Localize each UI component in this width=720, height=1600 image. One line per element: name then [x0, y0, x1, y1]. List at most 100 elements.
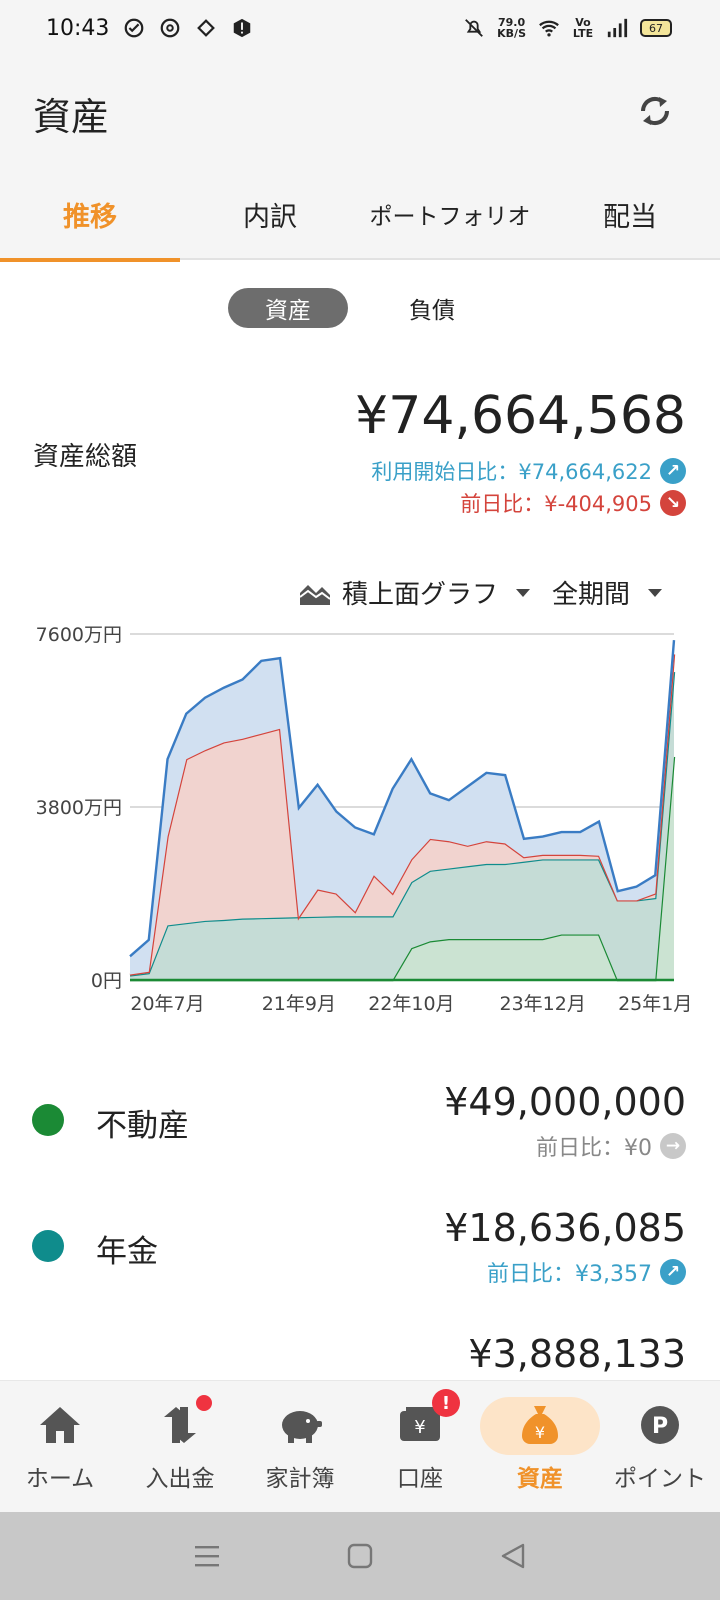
piggy-bank-icon: [270, 1401, 330, 1449]
tab-dividend-label: 配当: [603, 201, 657, 233]
tab-bar: 推移 内訳 ポートフォリオ 配当: [0, 168, 720, 262]
wifi-icon: [539, 20, 559, 37]
arrow-right-icon: →: [660, 1133, 686, 1159]
tab-breakdown[interactable]: 内訳: [180, 168, 360, 260]
point-icon: P: [630, 1401, 690, 1449]
series-line-3: [129, 640, 676, 958]
alert-badge: !: [432, 1389, 460, 1417]
x-tick-label: 23年12月: [500, 993, 586, 1015]
x-tick-label: 25年1月: [618, 993, 692, 1015]
alert-icon: [234, 18, 251, 38]
nav-points-label: ポイント: [614, 1466, 706, 1492]
asset-row-real-estate[interactable]: 不動産 ¥49,000,000 前日比：¥0 →: [0, 1080, 720, 1190]
status-time: 10:43: [46, 15, 110, 41]
area-chart-icon: [299, 584, 331, 605]
menu-icon[interactable]: [193, 1543, 221, 1569]
segment-assets[interactable]: 資産: [228, 288, 348, 328]
x-tick-label: 22年10月: [368, 993, 454, 1015]
net-speed-value: 79.0: [498, 16, 526, 29]
nav-home-label: ホーム: [25, 1466, 95, 1492]
y-tick-label: 7600万円: [36, 624, 122, 646]
home-square-icon[interactable]: [346, 1542, 374, 1570]
nav-accounts-label: 口座: [397, 1466, 443, 1492]
tab-breakdown-label: 内訳: [243, 201, 297, 233]
signal-icon: [607, 18, 628, 38]
nav-budget[interactable]: 家計簿: [240, 1381, 360, 1513]
legend-dot: [32, 1230, 64, 1262]
svg-text:¥: ¥: [535, 1423, 545, 1442]
graph-type-dropdown[interactable]: 積上面グラフ: [298, 574, 530, 611]
since-start-change: 利用開始日比：¥74,664,622 ↗: [371, 456, 686, 486]
nav-budget-label: 家計簿: [265, 1466, 335, 1492]
battery-icon: 67: [640, 19, 672, 37]
nav-transfers-label: 入出金: [145, 1466, 215, 1492]
tab-portfolio[interactable]: ポートフォリオ: [360, 168, 540, 260]
area-series-3: [130, 640, 674, 975]
asset-stacked-area-chart: 7600万円 3800万円 0円 20年7月 21年9月 22年10月 23年12月 25年1…: [36, 624, 693, 1015]
asset-row-partial[interactable]: ¥3,888,133: [0, 1332, 720, 1380]
segment-liabilities[interactable]: 負債: [409, 298, 455, 324]
asset-value: ¥49,000,000: [444, 1080, 686, 1124]
tab-dividend[interactable]: 配当: [540, 168, 720, 260]
refresh-button[interactable]: [626, 82, 684, 140]
chevron-down-icon: [648, 588, 662, 597]
asset-row-pension[interactable]: 年金 ¥18,636,085 前日比：¥3,357 ↗: [0, 1206, 720, 1316]
volte-indicator: Vo LTE: [572, 16, 594, 40]
since-start-text: 利用開始日比：¥74,664,622: [371, 460, 652, 484]
asset-name: 不動産: [96, 1108, 189, 1144]
back-icon[interactable]: [499, 1542, 527, 1570]
y-tick-label: 3800万円: [36, 797, 122, 819]
page-title: 資産: [33, 95, 110, 139]
transfer-icon: [150, 1395, 212, 1449]
x-tick-label: 21年9月: [262, 993, 336, 1015]
tab-portfolio-label: ポートフォリオ: [369, 204, 531, 230]
asset-change-text: 前日比：¥0: [536, 1136, 652, 1161]
legend-dot: [32, 1104, 64, 1136]
nav-assets[interactable]: ¥ 資産: [480, 1381, 600, 1513]
chart-controls: 積上面グラフ 全期間: [298, 574, 662, 611]
nav-accounts[interactable]: ¥ ! 口座: [360, 1381, 480, 1513]
asset-change-text: 前日比：¥3,357: [487, 1262, 652, 1287]
threads-icon: [161, 18, 180, 38]
graph-type-label: 積上面グラフ: [341, 580, 498, 610]
app-bar: 資産: [0, 56, 720, 168]
tab-trend-label: 推移: [63, 201, 117, 233]
home-icon: [30, 1401, 90, 1449]
status-bar: 10:43 79.0 KB/S Vo LTE 67: [0, 0, 720, 56]
svg-text:¥: ¥: [414, 1417, 425, 1438]
app-notification-icon: [197, 19, 216, 37]
period-label: 全期間: [551, 580, 630, 610]
money-bag-icon: ¥: [510, 1401, 570, 1449]
area-series-1: [130, 672, 674, 980]
asset-change: 前日比：¥0 →: [536, 1130, 686, 1162]
tab-trend[interactable]: 推移: [0, 168, 180, 262]
nav-assets-label: 資産: [517, 1466, 563, 1492]
arrow-down-right-icon: ↘: [660, 490, 686, 516]
asset-value: ¥18,636,085: [444, 1206, 686, 1250]
check-circle-icon: [125, 18, 144, 38]
notification-dot: [196, 1395, 212, 1411]
prev-day-change: 前日比：¥-404,905 ↘: [460, 488, 686, 518]
asset-liability-toggle: 資産 負債: [0, 288, 720, 328]
asset-change: 前日比：¥3,357 ↗: [487, 1256, 686, 1288]
refresh-icon: [640, 96, 670, 126]
asset-name: 年金: [96, 1234, 158, 1270]
wallet-icon: ¥ !: [390, 1389, 460, 1449]
prev-day-text: 前日比：¥-404,905: [460, 492, 652, 516]
y-tick-label: 0円: [91, 970, 122, 992]
net-speed-unit: KB/S: [497, 27, 526, 40]
chevron-down-icon: [515, 588, 530, 597]
nav-transfers[interactable]: 入出金: [120, 1381, 240, 1513]
x-tick-label: 20年7月: [130, 993, 204, 1015]
nav-points[interactable]: P ポイント: [600, 1381, 720, 1513]
mute-icon: [465, 19, 484, 37]
svg-text:P: P: [652, 1414, 668, 1439]
arrow-up-right-icon: ↗: [660, 1259, 686, 1285]
system-nav-bar: [0, 1512, 720, 1600]
nav-home[interactable]: ホーム: [0, 1381, 120, 1513]
total-assets-label: 資産総額: [33, 442, 138, 472]
area-series-2: [130, 654, 674, 976]
net-speed: 79.0 KB/S: [497, 17, 526, 39]
period-dropdown[interactable]: 全期間: [552, 574, 662, 611]
total-assets-value: ¥74,664,568: [355, 386, 686, 446]
